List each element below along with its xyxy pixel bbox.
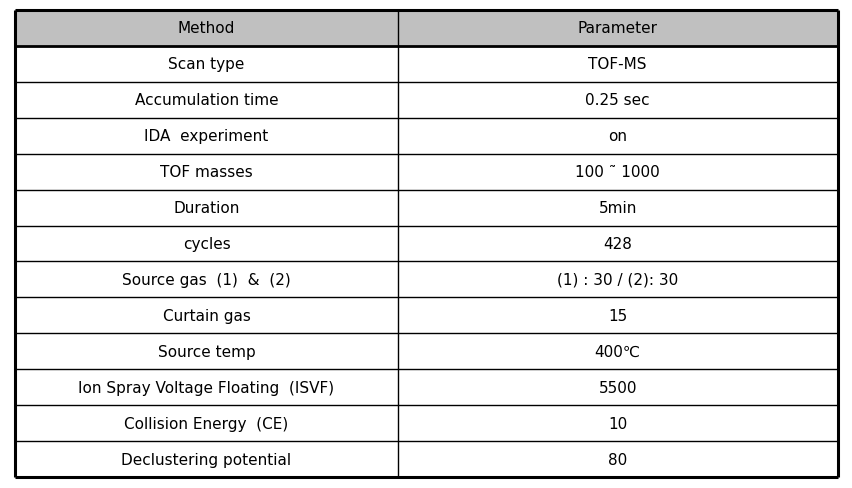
Bar <box>15 190 837 226</box>
Text: 10: 10 <box>607 416 626 431</box>
Bar <box>15 119 837 154</box>
Text: Duration: Duration <box>173 201 239 216</box>
Text: 400℃: 400℃ <box>594 344 640 359</box>
Text: Parameter: Parameter <box>577 21 657 36</box>
Bar <box>15 369 837 406</box>
Text: (1) : 30 / (2): 30: (1) : 30 / (2): 30 <box>556 272 677 287</box>
Text: IDA  experiment: IDA experiment <box>144 129 268 144</box>
Text: 5min: 5min <box>598 201 636 216</box>
Text: Ion Spray Voltage Floating  (ISVF): Ion Spray Voltage Floating (ISVF) <box>78 380 334 395</box>
Text: Source temp: Source temp <box>158 344 255 359</box>
Text: Curtain gas: Curtain gas <box>163 308 250 323</box>
Text: Accumulation time: Accumulation time <box>135 93 278 108</box>
Text: 0.25 sec: 0.25 sec <box>584 93 649 108</box>
Bar <box>15 154 837 190</box>
Text: Source gas  (1)  &  (2): Source gas (1) & (2) <box>122 272 291 287</box>
Bar <box>15 226 837 262</box>
Text: 100 ˜ 1000: 100 ˜ 1000 <box>574 165 659 180</box>
Text: Method: Method <box>177 21 235 36</box>
Text: Collision Energy  (CE): Collision Energy (CE) <box>124 416 288 431</box>
Text: 428: 428 <box>602 237 631 251</box>
Text: 5500: 5500 <box>598 380 636 395</box>
Bar <box>15 441 837 477</box>
Bar <box>15 262 837 298</box>
Text: TOF masses: TOF masses <box>160 165 252 180</box>
Bar <box>15 334 837 369</box>
Text: 15: 15 <box>607 308 626 323</box>
Text: cycles: cycles <box>182 237 230 251</box>
Text: 80: 80 <box>607 452 626 467</box>
Bar <box>15 11 837 47</box>
Text: TOF-MS: TOF-MS <box>588 57 646 72</box>
Bar <box>15 406 837 441</box>
Text: Declustering potential: Declustering potential <box>121 452 291 467</box>
Bar <box>15 82 837 119</box>
Bar <box>15 47 837 82</box>
Bar <box>15 298 837 334</box>
Text: Scan type: Scan type <box>168 57 245 72</box>
Text: on: on <box>607 129 626 144</box>
